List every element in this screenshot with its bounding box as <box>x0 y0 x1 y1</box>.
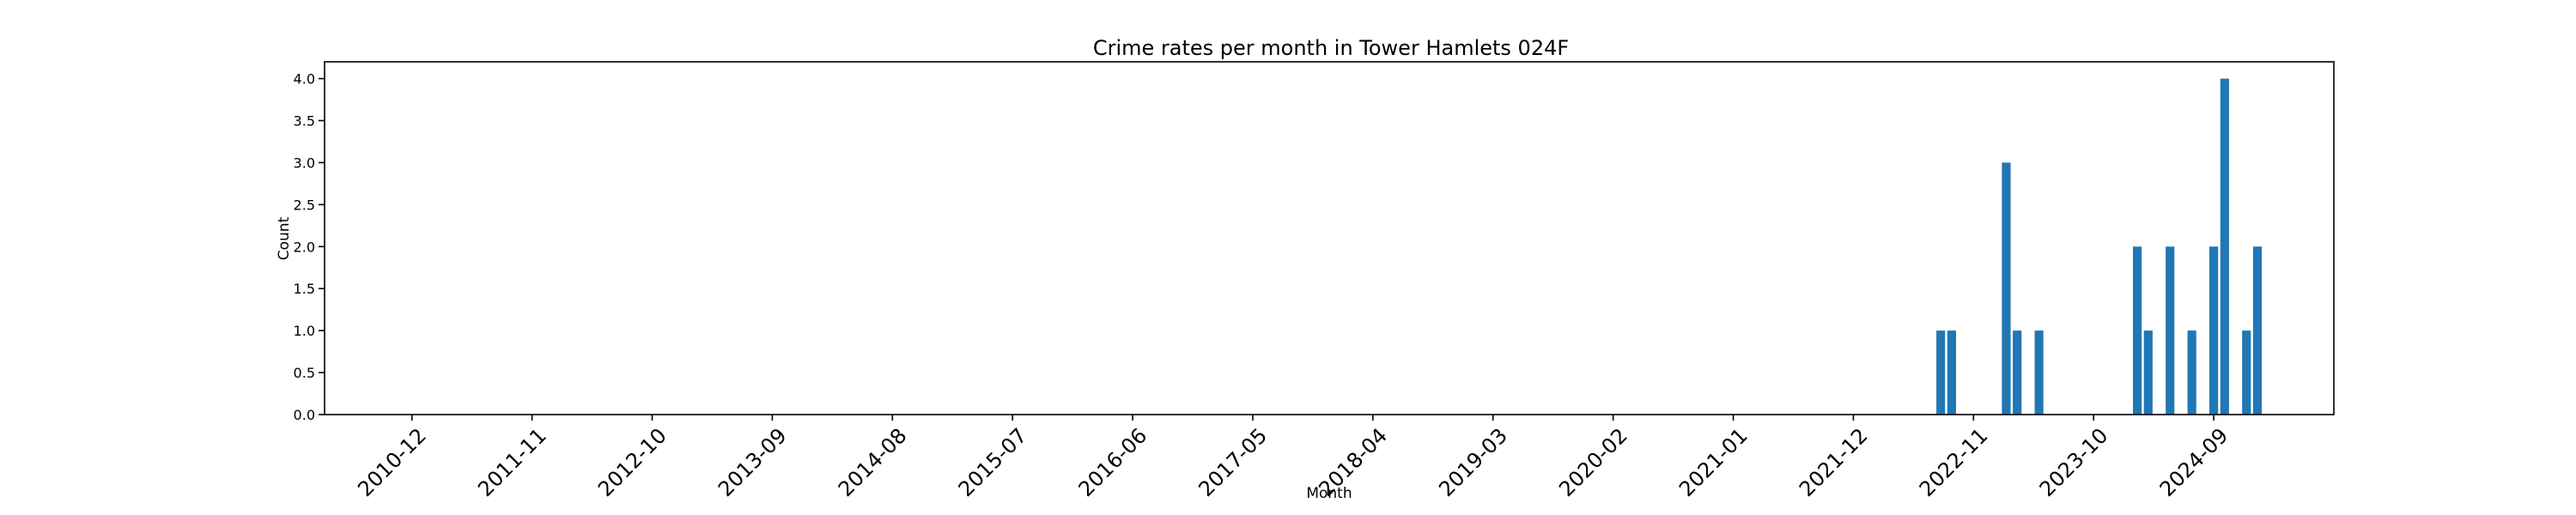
x-axis-label: Month <box>1306 485 1352 502</box>
plot-frame <box>324 61 2335 415</box>
x-tick-label: 2012-10 <box>593 423 671 501</box>
x-tick-label: 2010-12 <box>353 423 431 501</box>
bar <box>2166 246 2175 415</box>
x-tick-label: 2013-09 <box>714 423 792 501</box>
bar <box>1936 330 1946 415</box>
x-tick-label: 2019-03 <box>1434 423 1512 501</box>
chart-title: Crime rates per month in Tower Hamlets 0… <box>1093 36 1569 60</box>
bar <box>2252 246 2263 415</box>
bar <box>2034 330 2044 415</box>
x-tick-label: 2020-02 <box>1554 423 1632 501</box>
bar <box>2143 330 2153 415</box>
y-axis-label: Count <box>276 216 293 260</box>
bar <box>2220 78 2229 415</box>
bar <box>2013 330 2022 415</box>
bar <box>2002 162 2011 415</box>
bar <box>2133 246 2142 415</box>
bar <box>2209 246 2219 415</box>
bar <box>2187 330 2196 415</box>
x-tick-label: 2017-05 <box>1194 423 1273 501</box>
y-tick-label: 2.5 <box>294 197 315 213</box>
y-tick-label: 3.0 <box>294 154 315 171</box>
x-tick-label: 2014-08 <box>834 423 912 501</box>
x-tick-label: 2015-07 <box>954 423 1032 501</box>
bar <box>2242 330 2251 415</box>
x-tick-label: 2016-06 <box>1074 423 1152 501</box>
x-tick-label: 2011-11 <box>473 423 551 501</box>
x-tick-label: 2022-11 <box>1915 423 1993 501</box>
x-tick-label: 2021-01 <box>1674 423 1753 501</box>
y-tick-label: 3.5 <box>294 113 315 130</box>
x-tick-label: 2024-09 <box>2155 423 2233 501</box>
y-tick-label: 2.0 <box>294 239 315 255</box>
y-tick-label: 0.5 <box>294 365 315 381</box>
y-tick-label: 1.0 <box>294 323 315 339</box>
y-axis: 0.0 0.5 1.0 1.5 2.0 2.5 3.0 3.5 4.0 <box>294 71 325 423</box>
y-tick-label: 4.0 <box>294 71 315 88</box>
x-tick-label: 2021-12 <box>1795 423 1873 501</box>
bars <box>1936 78 2263 415</box>
x-tick-label: 2023-10 <box>2035 423 2113 501</box>
bar <box>1947 330 1956 415</box>
x-axis: 2010-12 2011-11 2012-10 2013-09 2014-08 2015-… <box>353 415 2233 501</box>
y-tick-label: 0.0 <box>294 407 315 423</box>
y-tick-label: 1.5 <box>294 281 315 297</box>
